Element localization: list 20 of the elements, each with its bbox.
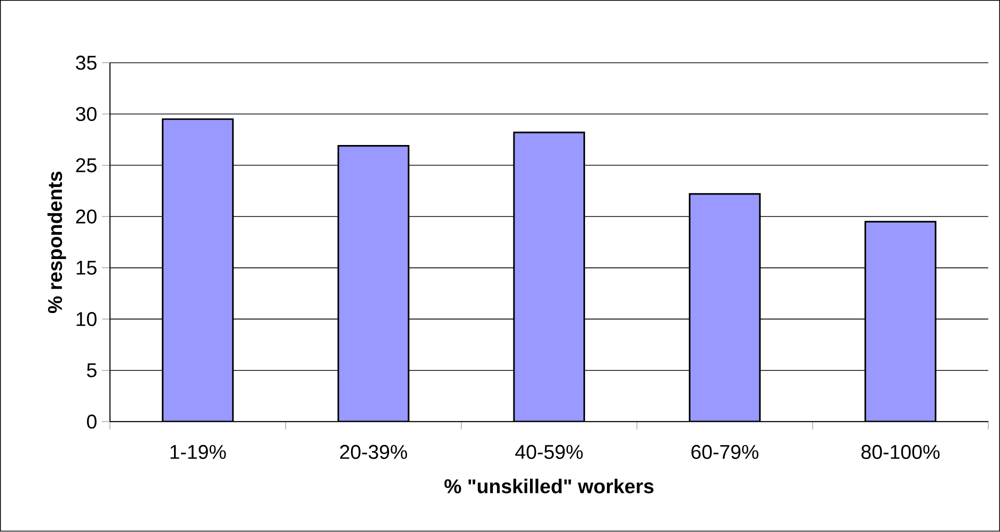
- x-tick-label: 80-100%: [861, 445, 940, 460]
- y-tick-label: 10: [76, 312, 97, 326]
- y-tick-label: 15: [76, 261, 96, 275]
- x-tick-label: 40-59%: [515, 445, 583, 460]
- y-tick-label: 35: [76, 56, 96, 70]
- x-tick-label: 20-39%: [340, 445, 408, 460]
- x-tick-label: 1-19%: [170, 445, 226, 460]
- bar: [688, 193, 761, 422]
- y-tick-label: 25: [76, 158, 96, 173]
- bar: [162, 118, 234, 422]
- y-tick-label: 5: [87, 364, 96, 378]
- bar: [513, 132, 586, 422]
- y-tick-label: 20: [76, 210, 97, 224]
- x-axis-title: % "unskilled" workers: [444, 478, 654, 494]
- y-tick-label: 30: [76, 107, 97, 122]
- x-tick-label: 60-79%: [691, 445, 758, 460]
- bar: [864, 221, 936, 422]
- y-axis-title: % respondents: [47, 172, 66, 314]
- y-tick-label: 0: [86, 414, 97, 429]
- bar: [338, 145, 410, 422]
